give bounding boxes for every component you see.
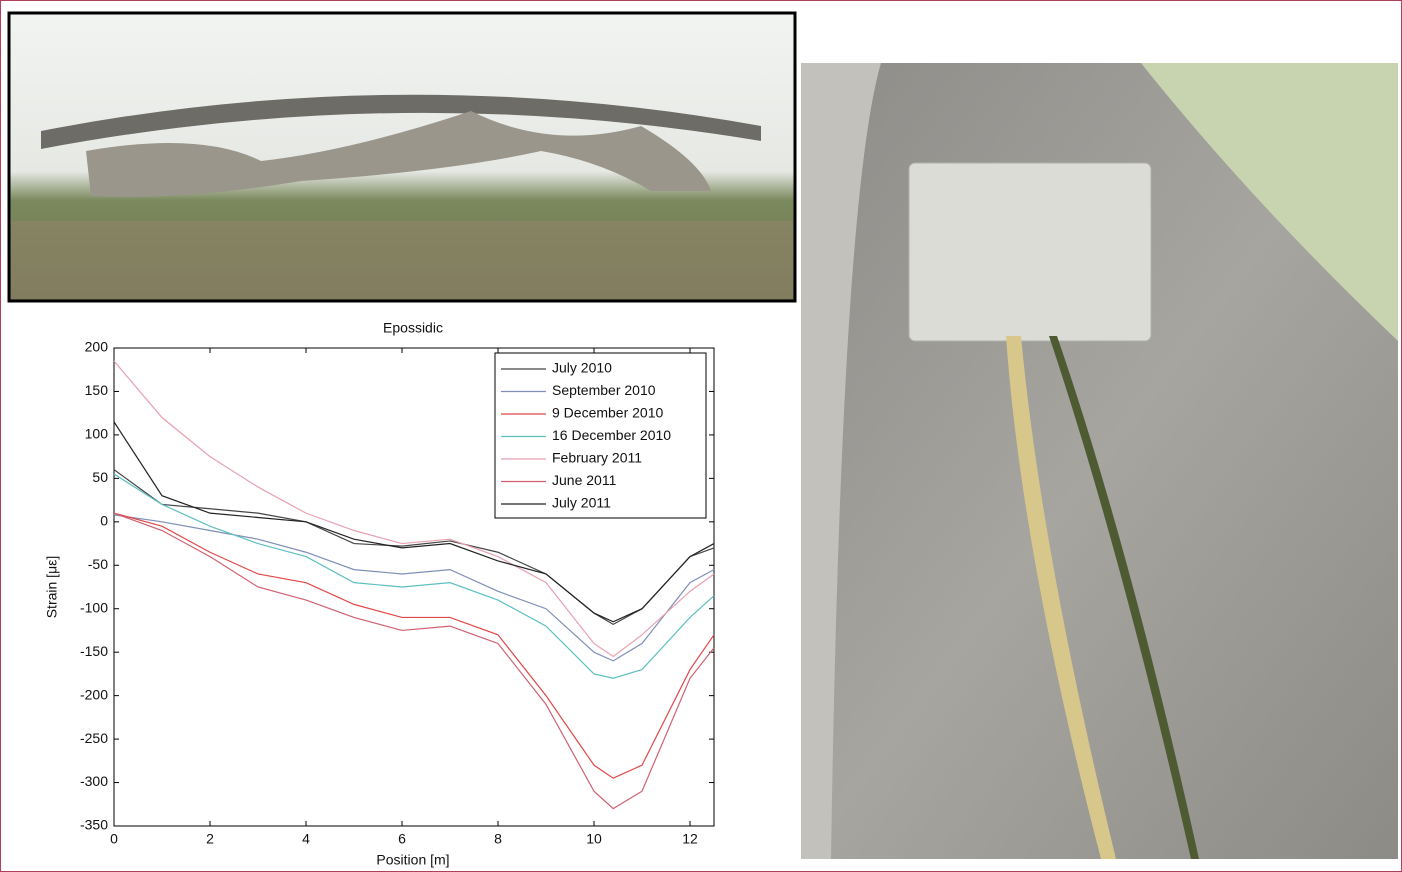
legend-label: 16 December 2010 xyxy=(552,427,671,443)
x-tick-label: 12 xyxy=(682,831,698,847)
y-tick-label: 0 xyxy=(100,513,108,529)
x-tick-label: 10 xyxy=(586,831,602,847)
y-tick-label: 150 xyxy=(85,382,109,398)
legend-label: 9 December 2010 xyxy=(552,405,664,421)
legend-label: September 2010 xyxy=(552,382,656,398)
chart-title: Epossidic xyxy=(383,320,443,336)
x-tick-label: 0 xyxy=(110,831,118,847)
x-tick-label: 6 xyxy=(398,831,406,847)
legend-label: July 2010 xyxy=(552,360,612,376)
y-tick-label: -350 xyxy=(80,817,108,833)
x-tick-label: 2 xyxy=(206,831,214,847)
legend-label: February 2011 xyxy=(552,450,642,466)
y-tick-label: -250 xyxy=(80,730,108,746)
y-tick-label: -50 xyxy=(88,556,108,572)
page: Epossidic Position [m] Strain [με] 20015… xyxy=(0,0,1402,872)
y-tick-label: 50 xyxy=(92,469,108,485)
y-axis-label: Strain [με] xyxy=(44,556,60,619)
y-tick-label: -150 xyxy=(80,643,108,659)
strain-chart: Epossidic Position [m] Strain [με] 20015… xyxy=(44,320,714,868)
legend-label: July 2011 xyxy=(552,495,611,511)
sensor-photo xyxy=(801,63,1398,859)
x-tick-label: 8 xyxy=(494,831,502,847)
y-tick-label: 200 xyxy=(85,339,109,355)
y-tick-label: -200 xyxy=(80,686,108,702)
legend-label: June 2011 xyxy=(552,472,617,488)
y-tick-label: -300 xyxy=(80,773,108,789)
figure: Epossidic Position [m] Strain [με] 20015… xyxy=(1,1,1401,871)
y-tick-label: 100 xyxy=(85,426,109,442)
x-tick-label: 4 xyxy=(302,831,310,847)
x-axis-label: Position [m] xyxy=(376,852,449,868)
bridge-photo xyxy=(9,13,795,301)
y-tick-label: -100 xyxy=(80,599,108,615)
